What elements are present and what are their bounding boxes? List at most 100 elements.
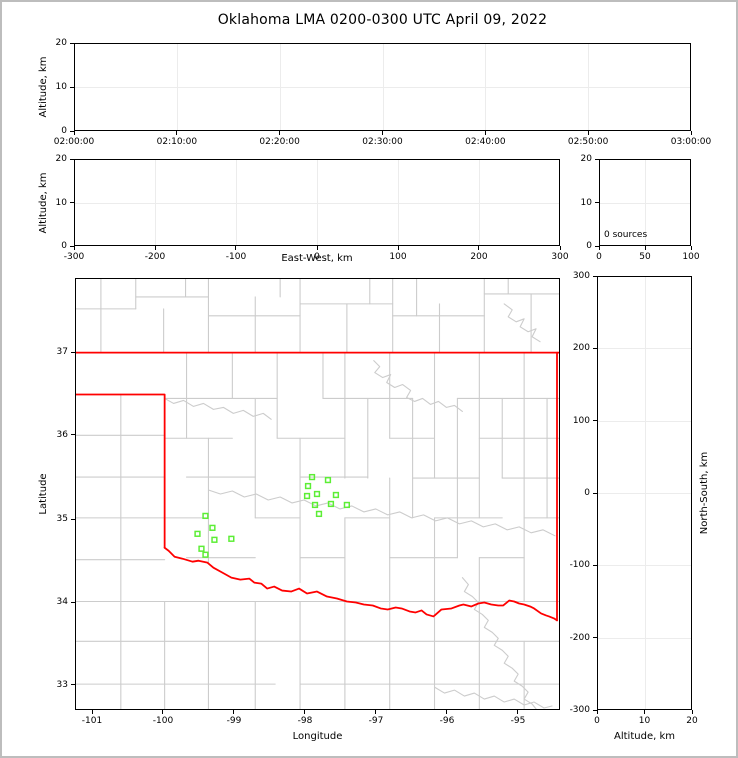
x-tick-label: 0	[596, 252, 602, 262]
y-axis-tick	[593, 420, 597, 422]
x-tick-label: -200	[144, 252, 166, 262]
x-tick-label: -98	[297, 716, 313, 726]
x-tick-label: -99	[226, 716, 242, 726]
y-axis-label: Altitude, km	[38, 172, 49, 233]
river-county-line	[433, 686, 553, 709]
x-axis-tick	[484, 131, 486, 135]
x-axis-tick	[176, 131, 178, 135]
lightning-source-marker	[324, 476, 332, 484]
state-border-line	[76, 393, 166, 549]
x-tick-label: -100	[152, 716, 174, 726]
y-axis-tick	[593, 637, 597, 639]
y-axis-tick	[593, 275, 597, 277]
y-tick-label: -100	[569, 560, 590, 571]
x-tick-label: 20	[686, 716, 698, 726]
panel-alt-histogram: 0 sources	[599, 159, 691, 246]
y-axis-tick	[70, 42, 74, 44]
y-axis-tick	[70, 86, 74, 88]
gridline-horizontal	[598, 493, 691, 494]
y-axis-tick	[71, 601, 75, 603]
gridline-horizontal	[75, 87, 690, 88]
lightning-source-marker	[228, 535, 235, 542]
y-tick-label: 36	[56, 429, 68, 440]
lightning-source-marker	[209, 524, 216, 531]
y-axis-tick	[593, 709, 597, 711]
map-svg	[76, 279, 559, 709]
y-tick-label: -200	[569, 632, 590, 643]
gridline-horizontal	[75, 202, 559, 204]
lightning-source-marker	[315, 510, 323, 518]
panel-map	[75, 278, 560, 710]
x-tick-label: -95	[510, 716, 526, 726]
plot-title: Oklahoma LMA 0200-0300 UTC April 09, 202…	[217, 12, 548, 28]
x-axis-label: Altitude, km	[614, 731, 675, 742]
y-tick-label: 300	[572, 271, 590, 281]
x-axis-tick	[304, 710, 306, 714]
gridline-horizontal	[598, 348, 691, 350]
x-axis-label: East-West, km	[281, 253, 353, 264]
x-axis-tick	[446, 710, 448, 714]
y-axis-tick	[595, 202, 599, 203]
gridline-horizontal	[600, 202, 690, 204]
x-axis-tick	[559, 246, 561, 250]
lightning-source-marker	[332, 491, 340, 499]
x-axis-tick	[691, 710, 693, 714]
y-axis-tick	[595, 245, 599, 247]
x-tick-label: 50	[639, 252, 651, 262]
lightning-source-marker	[304, 482, 312, 490]
y-axis-tick	[70, 202, 74, 203]
x-tick-label: 02:30:00	[362, 137, 403, 147]
x-tick-label: 0	[594, 716, 600, 726]
lightning-source-marker	[303, 492, 311, 500]
lightning-source-marker	[198, 545, 205, 552]
lightning-source-marker	[308, 473, 316, 481]
x-tick-label: -97	[368, 716, 384, 726]
gridline-horizontal	[598, 420, 691, 422]
lightning-source-marker	[327, 500, 335, 508]
x-axis-tick	[596, 710, 598, 714]
x-axis-tick	[154, 246, 156, 250]
y-tick-label: 10	[580, 197, 592, 208]
y-axis-label: Altitude, km	[38, 56, 49, 118]
y-axis-tick	[71, 684, 75, 686]
river-county-line	[373, 360, 463, 412]
x-axis-tick	[73, 131, 75, 135]
x-tick-label: 300	[551, 252, 569, 262]
y-tick-label: 100	[572, 415, 590, 426]
y-axis-tick	[70, 245, 74, 247]
x-axis-tick	[478, 246, 480, 250]
x-axis-tick	[644, 246, 646, 250]
y-axis-tick	[70, 158, 74, 160]
x-axis-tick	[375, 710, 377, 714]
x-tick-label: 02:40:00	[465, 137, 506, 147]
x-tick-label: 03:00:00	[670, 137, 712, 147]
x-tick-label: 02:50:00	[567, 137, 609, 147]
x-axis-tick	[382, 131, 383, 135]
y-tick-label: 200	[572, 343, 590, 354]
y-tick-label: 0	[61, 126, 67, 136]
y-axis-tick	[595, 158, 599, 160]
y-tick-label: 37	[56, 347, 68, 357]
lightning-source-marker	[343, 501, 351, 509]
y-axis-label-right: North-South, km	[699, 451, 710, 535]
x-axis-tick	[690, 246, 692, 250]
y-tick-label: -300	[569, 705, 590, 715]
x-tick-label: 100	[389, 252, 407, 262]
state-border-red-river	[163, 546, 558, 622]
y-axis-tick	[71, 351, 75, 353]
x-tick-label: -101	[81, 716, 103, 726]
y-tick-label: 20	[55, 38, 67, 48]
x-axis-tick	[397, 246, 399, 250]
x-axis-tick	[690, 131, 692, 135]
y-tick-label: 0	[61, 241, 67, 251]
panel-time-height	[74, 43, 691, 131]
y-axis-tick	[593, 564, 597, 566]
panel-ew-height	[74, 159, 560, 246]
x-axis-tick	[316, 246, 318, 250]
x-tick-label: 02:00:00	[53, 137, 95, 147]
y-axis-tick	[593, 347, 597, 349]
y-axis-tick	[71, 434, 75, 436]
x-tick-label: 02:20:00	[259, 137, 300, 147]
lightning-source-marker	[311, 501, 319, 509]
